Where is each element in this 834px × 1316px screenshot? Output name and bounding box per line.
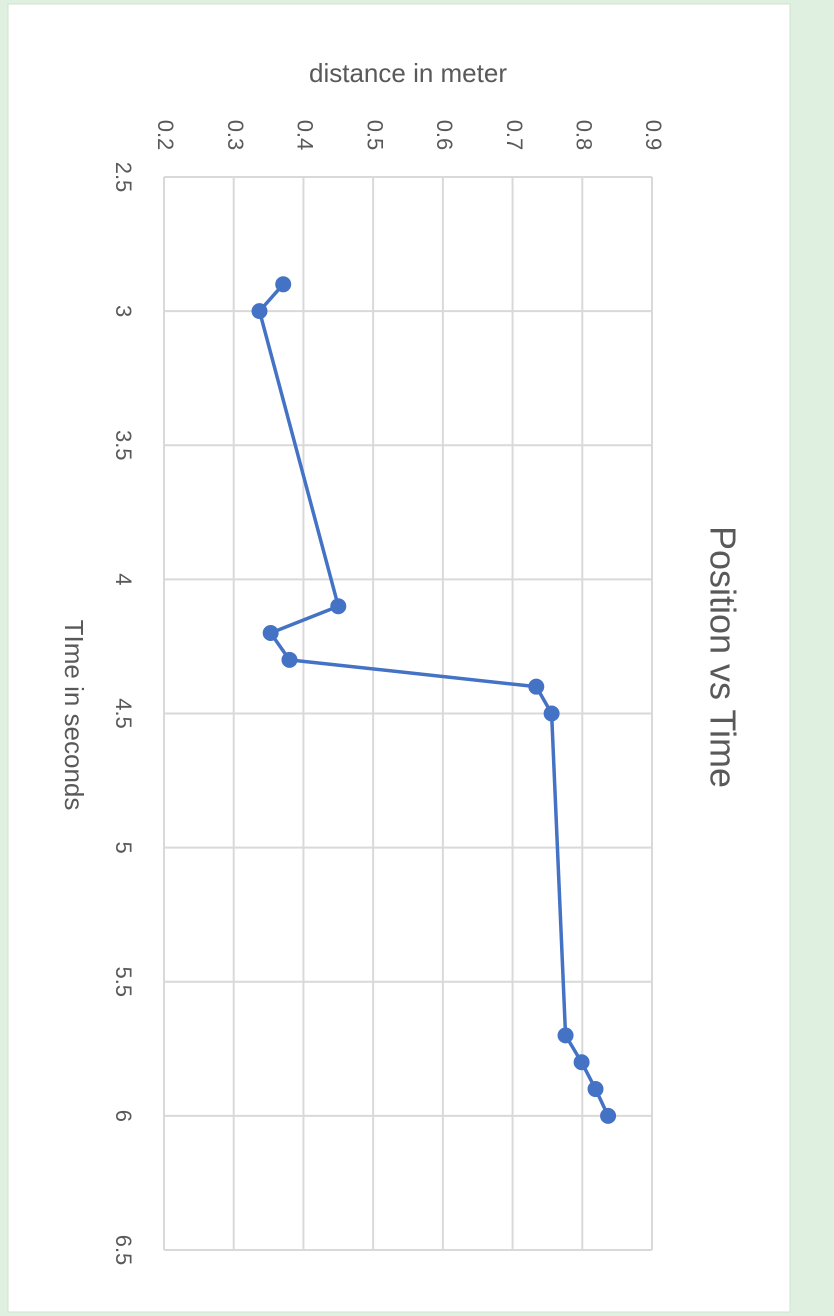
data-point <box>587 1081 604 1098</box>
data-point <box>600 1107 617 1124</box>
data-point <box>281 651 298 668</box>
x-tick-label: 3 <box>111 305 136 317</box>
x-tick-label: 4.5 <box>111 698 136 729</box>
y-tick-label: 0.2 <box>153 120 178 151</box>
data-point <box>251 303 268 320</box>
y-tick-label: 0.6 <box>432 120 457 151</box>
x-tick-label: 4 <box>111 573 136 585</box>
data-point <box>275 276 292 293</box>
x-axis-title: TIme in seconds <box>59 620 89 811</box>
x-tick-label: 3.5 <box>111 430 136 461</box>
y-tick-label: 0.8 <box>571 120 596 151</box>
y-axis-title: distance in meter <box>309 58 507 88</box>
y-tick-label: 0.7 <box>502 120 527 151</box>
chart-title: Position vs Time <box>702 526 743 788</box>
y-tick-label: 0.5 <box>362 120 387 151</box>
x-tick-label: 6.5 <box>111 1235 136 1266</box>
y-tick-label: 0.4 <box>293 120 318 151</box>
x-tick-label: 5.5 <box>111 966 136 997</box>
x-tick-label: 2.5 <box>111 162 136 193</box>
y-tick-label: 0.9 <box>641 120 666 151</box>
data-point <box>528 678 545 695</box>
data-point <box>262 625 279 642</box>
x-tick-label: 6 <box>111 1110 136 1122</box>
chart-panel <box>7 3 791 1313</box>
data-point <box>557 1027 574 1044</box>
data-point <box>330 598 347 615</box>
data-point <box>573 1054 590 1071</box>
x-tick-label: 5 <box>111 842 136 854</box>
y-tick-label: 0.3 <box>223 120 248 151</box>
data-point <box>543 705 560 722</box>
